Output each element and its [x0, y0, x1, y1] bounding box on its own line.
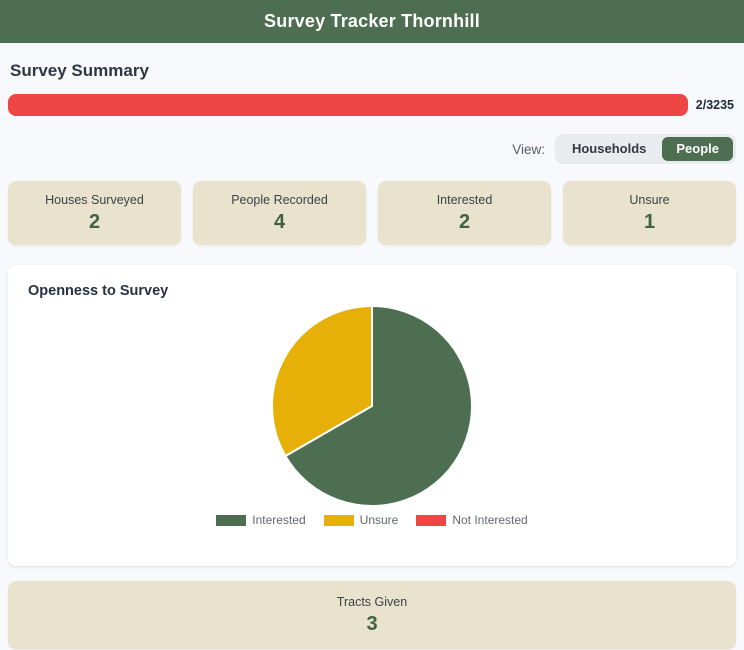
stat-card-value: 2	[88, 210, 101, 233]
stat-card-unsure: Unsure 1	[563, 181, 736, 245]
stat-card-label: Unsure	[629, 192, 670, 207]
legend-item-interested[interactable]: Interested	[216, 513, 306, 527]
pie-chart	[271, 305, 473, 507]
tracts-given-card: Tracts Given 3	[8, 581, 736, 649]
summary-heading: Survey Summary	[10, 61, 149, 80]
stat-card-label: Interested	[436, 192, 493, 207]
view-option-people[interactable]: People	[662, 136, 733, 162]
tracts-card-value: 3	[366, 612, 378, 635]
legend-item-unsure[interactable]: Unsure	[323, 513, 399, 527]
stat-card-value: 4	[273, 210, 286, 233]
legend-item-not-interested[interactable]: Not Interested	[416, 513, 528, 527]
stat-card-houses-surveyed: Houses Surveyed 2	[8, 181, 181, 245]
pie-slice-interested	[284, 305, 473, 507]
stat-card-label: People Recorded	[231, 192, 328, 207]
main-content: Survey Summary 2/3235 View: Households P…	[0, 43, 744, 650]
legend-swatch	[216, 514, 247, 526]
legend-label: Interested	[252, 513, 306, 527]
stat-card-interested: Interested 2	[378, 181, 551, 245]
app-header: Survey Tracker Thornhill	[0, 0, 744, 43]
legend-swatch	[416, 514, 447, 526]
chart-title: Openness to Survey	[28, 283, 169, 299]
view-label: View:	[512, 141, 545, 157]
stat-cards-row: Houses Surveyed 2 People Recorded 4 Inte…	[8, 181, 736, 245]
stat-card-people-recorded: People Recorded 4	[193, 181, 366, 245]
progress-label: 2/3235	[695, 98, 734, 112]
progress-bar	[8, 94, 688, 116]
app-title: Survey Tracker Thornhill	[264, 11, 480, 31]
legend-swatch	[323, 514, 354, 526]
stat-card-value: 1	[643, 210, 656, 233]
pie-slice-unsure	[271, 305, 373, 457]
view-toggle: Households People	[554, 133, 736, 165]
chart-card: Openness to Survey Interested Unsure Not I…	[8, 265, 736, 566]
pie-chart-area	[28, 303, 716, 509]
legend-label: Unsure	[359, 513, 399, 527]
view-toggle-row: View: Households People	[8, 133, 736, 165]
view-option-households[interactable]: Households	[558, 137, 660, 162]
chart-legend: Interested Unsure Not Interested	[28, 513, 716, 527]
tracts-card-label: Tracts Given	[336, 594, 408, 609]
legend-label: Not Interested	[452, 513, 528, 527]
stat-card-label: Houses Surveyed	[45, 192, 144, 207]
stat-card-value: 2	[458, 210, 471, 233]
progress-row: 2/3235	[8, 94, 736, 116]
